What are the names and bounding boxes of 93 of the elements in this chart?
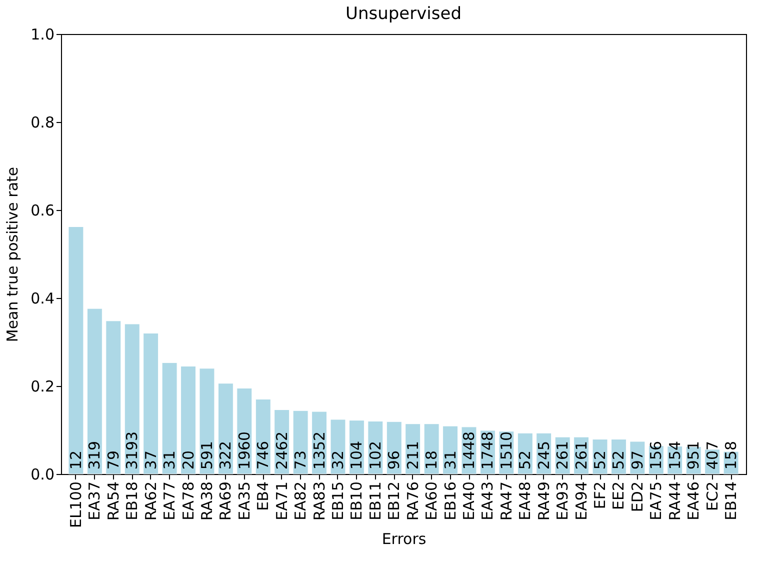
annotation: 261 bbox=[572, 440, 590, 470]
annotation: 31 bbox=[441, 450, 460, 470]
annotation: 18 bbox=[422, 450, 441, 470]
x-tick-label: RA44 bbox=[666, 482, 684, 521]
annotation: 96 bbox=[385, 450, 404, 470]
annotation: 2462 bbox=[272, 431, 291, 470]
x-tick-label: EA43 bbox=[478, 482, 497, 520]
x-tick-label: EA71 bbox=[272, 482, 291, 520]
annotation: 3193 bbox=[123, 431, 142, 470]
bar bbox=[199, 368, 215, 474]
annotation: 31 bbox=[160, 450, 179, 470]
y-axis-title: Mean true positive rate bbox=[4, 166, 22, 342]
x-tick-label: EB11 bbox=[366, 482, 384, 520]
annotation: 1352 bbox=[310, 431, 328, 470]
annotation: 591 bbox=[198, 440, 216, 470]
annotation: 319 bbox=[86, 440, 104, 470]
annotation: 407 bbox=[703, 440, 722, 470]
bar bbox=[86, 308, 102, 474]
annotation: 322 bbox=[216, 440, 235, 470]
y-tick-label: 1.0 bbox=[30, 26, 54, 44]
x-tick-label: ED2 bbox=[628, 482, 646, 512]
annotation: 12 bbox=[66, 450, 85, 470]
bar bbox=[124, 324, 140, 474]
annotation: 1448 bbox=[460, 431, 478, 470]
annotation: 104 bbox=[348, 440, 366, 470]
annotation: 746 bbox=[254, 440, 272, 470]
x-tick-label: RA49 bbox=[534, 482, 553, 521]
x-tick-label: EA77 bbox=[160, 482, 179, 520]
x-tick-label: EA46 bbox=[684, 482, 703, 520]
annotation: 37 bbox=[142, 450, 160, 470]
annotation: 1960 bbox=[235, 431, 254, 470]
annotation: 245 bbox=[534, 440, 553, 470]
annotation: 20 bbox=[179, 450, 198, 470]
chart-title: Unsupervised bbox=[346, 4, 462, 24]
x-tick-label: EA78 bbox=[179, 482, 198, 520]
bar bbox=[292, 410, 308, 474]
annotation: 97 bbox=[628, 450, 646, 470]
x-tick-label: EB15 bbox=[328, 482, 347, 520]
x-tick-label: EC2 bbox=[703, 482, 722, 511]
y-tick-label: 0.6 bbox=[30, 202, 54, 220]
x-tick-label: EB10 bbox=[348, 482, 366, 520]
bar bbox=[106, 320, 122, 474]
x-tick-label: EB14 bbox=[722, 482, 740, 520]
x-tick-label: EA60 bbox=[422, 482, 441, 520]
annotation: 158 bbox=[722, 440, 740, 470]
annotation: 261 bbox=[554, 440, 572, 470]
x-tick-label: EA35 bbox=[235, 482, 254, 520]
x-tick-label: EA82 bbox=[292, 482, 310, 520]
x-tick-label: EL100 bbox=[66, 482, 85, 528]
x-tick-label: RA83 bbox=[310, 482, 328, 521]
x-tick-label: RA54 bbox=[104, 482, 122, 521]
x-tick-label: EA48 bbox=[516, 482, 534, 520]
bar bbox=[442, 426, 458, 474]
x-tick-label: EB4 bbox=[254, 482, 272, 511]
bar bbox=[180, 366, 196, 474]
annotation: 1748 bbox=[478, 431, 497, 470]
annotation: 211 bbox=[404, 440, 422, 470]
x-tick-label: EB12 bbox=[385, 482, 404, 520]
y-tick-label: 0.0 bbox=[30, 466, 54, 484]
x-tick-label: RA69 bbox=[216, 482, 235, 521]
x-tick-label: EA93 bbox=[554, 482, 572, 520]
annotation: 52 bbox=[591, 450, 610, 470]
x-tick-label: RA76 bbox=[404, 482, 422, 521]
x-tick-label: RA38 bbox=[198, 482, 216, 521]
bar bbox=[143, 332, 159, 474]
x-tick-label: EB18 bbox=[123, 482, 142, 520]
y-tick-label: 0.4 bbox=[30, 290, 54, 308]
x-axis-title: Errors bbox=[382, 530, 426, 548]
annotation: 154 bbox=[666, 440, 684, 470]
x-tick-label: RA47 bbox=[497, 482, 516, 521]
annotation: 52 bbox=[516, 450, 534, 470]
annotation: 73 bbox=[292, 450, 310, 470]
annotation: 951 bbox=[684, 440, 703, 470]
x-tick-label: EA37 bbox=[86, 482, 104, 520]
annotation: 79 bbox=[104, 450, 122, 470]
x-tick-label: EA40 bbox=[460, 482, 478, 520]
annotation: 1510 bbox=[497, 431, 516, 470]
x-tick-label: RA62 bbox=[142, 482, 160, 521]
bar bbox=[218, 383, 234, 474]
x-tick-label: EA94 bbox=[572, 482, 590, 520]
x-tick-label: EA75 bbox=[647, 482, 666, 520]
bar bbox=[162, 362, 178, 474]
annotation: 32 bbox=[328, 450, 347, 470]
bar bbox=[68, 226, 84, 474]
x-tick-label: EB16 bbox=[441, 482, 460, 520]
y-tick-label: 0.8 bbox=[30, 114, 54, 132]
annotation: 52 bbox=[610, 450, 628, 470]
annotation: 102 bbox=[366, 440, 384, 470]
x-tick-label: EE2 bbox=[610, 482, 628, 510]
x-tick-label: EF2 bbox=[591, 482, 610, 510]
annotation: 156 bbox=[647, 440, 666, 470]
bar bbox=[330, 419, 346, 474]
y-tick-label: 0.2 bbox=[30, 378, 54, 396]
